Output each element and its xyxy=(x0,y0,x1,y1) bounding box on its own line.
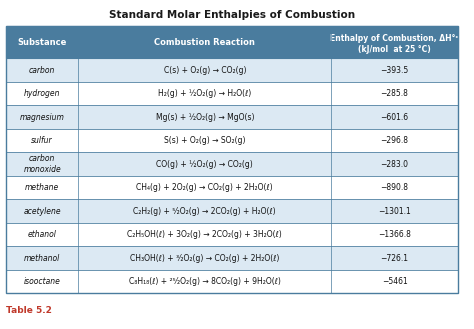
Text: C₂H₅OH(ℓ) + 3O₂(g) → 2CO₂(g) + 3H₂O(ℓ): C₂H₅OH(ℓ) + 3O₂(g) → 2CO₂(g) + 3H₂O(ℓ) xyxy=(128,230,282,239)
Text: Mg(s) + ½O₂(g) → MgO(s): Mg(s) + ½O₂(g) → MgO(s) xyxy=(155,113,254,122)
Bar xyxy=(6,270,458,293)
Text: CH₃OH(ℓ) + ³⁄₂O₂(g) → CO₂(g) + 2H₂O(ℓ): CH₃OH(ℓ) + ³⁄₂O₂(g) → CO₂(g) + 2H₂O(ℓ) xyxy=(130,254,280,263)
Bar xyxy=(6,129,458,152)
Text: −283.0: −283.0 xyxy=(381,160,409,169)
Text: CH₄(g) + 2O₂(g) → CO₂(g) + 2H₂O(ℓ): CH₄(g) + 2O₂(g) → CO₂(g) + 2H₂O(ℓ) xyxy=(137,183,273,192)
Text: Table 5.2: Table 5.2 xyxy=(6,306,52,316)
Text: sulfur: sulfur xyxy=(31,136,53,145)
Text: S(s) + O₂(g) → SO₂(g): S(s) + O₂(g) → SO₂(g) xyxy=(164,136,246,145)
Text: Substance: Substance xyxy=(18,38,67,47)
Text: hydrogen: hydrogen xyxy=(24,89,60,98)
Text: carbon: carbon xyxy=(29,66,55,75)
Text: −726.1: −726.1 xyxy=(381,254,409,263)
Text: −296.8: −296.8 xyxy=(381,136,409,145)
Text: −1366.8: −1366.8 xyxy=(378,230,411,239)
Text: −5461: −5461 xyxy=(382,277,408,286)
Bar xyxy=(6,59,458,82)
Text: methanol: methanol xyxy=(24,254,60,263)
Bar xyxy=(6,82,458,106)
Text: magnesium: magnesium xyxy=(20,113,64,122)
Text: Combustion Reaction: Combustion Reaction xyxy=(155,38,255,47)
Bar xyxy=(6,106,458,129)
Text: −601.6: −601.6 xyxy=(381,113,409,122)
Text: −890.8: −890.8 xyxy=(381,183,409,192)
Text: carbon
monoxide: carbon monoxide xyxy=(23,154,61,174)
Bar xyxy=(6,246,458,270)
Text: C₈H₁₈(ℓ) + ²⁵⁄₂O₂(g) → 8CO₂(g) + 9H₂O(ℓ): C₈H₁₈(ℓ) + ²⁵⁄₂O₂(g) → 8CO₂(g) + 9H₂O(ℓ) xyxy=(129,277,281,286)
Text: Standard Molar Enthalpies of Combustion: Standard Molar Enthalpies of Combustion xyxy=(109,10,355,19)
Text: −393.5: −393.5 xyxy=(381,66,409,75)
Text: acetylene: acetylene xyxy=(23,207,61,215)
Text: Enthalpy of Combustion, ΔH°ᶜ: Enthalpy of Combustion, ΔH°ᶜ xyxy=(330,34,459,43)
Text: ethanol: ethanol xyxy=(27,230,56,239)
Bar xyxy=(6,199,458,223)
Bar xyxy=(6,176,458,199)
Text: (kJ/mol  at 25 °C): (kJ/mol at 25 °C) xyxy=(358,45,431,54)
Text: CO(g) + ½O₂(g) → CO₂(g): CO(g) + ½O₂(g) → CO₂(g) xyxy=(156,160,253,169)
Bar xyxy=(6,223,458,246)
Bar xyxy=(6,152,458,176)
Text: C₂H₂(g) + ⁵⁄₂O₂(g) → 2CO₂(g) + H₂O(ℓ): C₂H₂(g) + ⁵⁄₂O₂(g) → 2CO₂(g) + H₂O(ℓ) xyxy=(134,207,276,215)
Text: isooctane: isooctane xyxy=(24,277,61,286)
Text: H₂(g) + ½O₂(g) → H₂O(ℓ): H₂(g) + ½O₂(g) → H₂O(ℓ) xyxy=(158,89,251,98)
Text: C(s) + O₂(g) → CO₂(g): C(s) + O₂(g) → CO₂(g) xyxy=(164,66,246,75)
Text: methane: methane xyxy=(25,183,59,192)
Text: −285.8: −285.8 xyxy=(381,89,409,98)
Text: −1301.1: −1301.1 xyxy=(378,207,411,215)
